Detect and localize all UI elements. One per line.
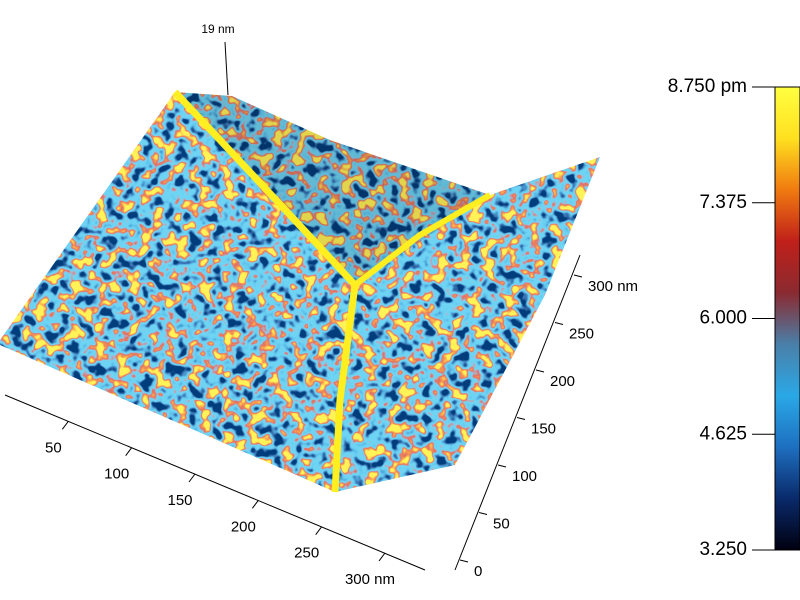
y-tick-label: 0 bbox=[474, 563, 482, 580]
colorbar bbox=[774, 86, 800, 551]
back-face-shade bbox=[175, 92, 490, 285]
y-tick bbox=[497, 464, 507, 468]
colorbar-tick-label: 6.000 bbox=[699, 308, 747, 329]
colorbar-tick-label: 3.250 bbox=[699, 539, 747, 560]
x-tick-label: 300 nm bbox=[345, 571, 395, 588]
x-tick bbox=[125, 447, 133, 456]
y-tick bbox=[516, 417, 526, 420]
x-tick-label: 200 bbox=[231, 518, 256, 535]
y-tick-label: 150 bbox=[531, 420, 556, 437]
x-tick-label: 100 bbox=[104, 466, 129, 483]
x-tick-label: 150 bbox=[167, 492, 192, 509]
y-tick bbox=[459, 559, 469, 563]
x-tick bbox=[315, 526, 323, 535]
x-tick bbox=[378, 552, 386, 562]
x-axis bbox=[4, 394, 426, 571]
x-tick bbox=[188, 473, 196, 483]
y-tick bbox=[535, 369, 545, 373]
colorbar-tick-label: 8.750 pm bbox=[668, 76, 747, 97]
surface bbox=[0, 92, 600, 492]
x-tick-label: 250 bbox=[294, 545, 319, 562]
y-tick-label: 100 bbox=[512, 468, 537, 485]
y-tick-label: 200 bbox=[550, 373, 575, 390]
y-tick bbox=[478, 512, 488, 515]
x-tick bbox=[61, 421, 69, 430]
z-tick bbox=[224, 41, 229, 96]
y-axis bbox=[454, 254, 581, 571]
y-tick-label: 250 bbox=[569, 325, 594, 342]
y-tick bbox=[554, 322, 564, 325]
y-tick bbox=[573, 274, 583, 278]
z-tick-label: 19 nm bbox=[201, 22, 234, 36]
x-tick-label: 50 bbox=[45, 439, 62, 456]
ridge bbox=[172, 89, 359, 493]
y-tick-label: 300 nm bbox=[588, 278, 638, 295]
ridge bbox=[353, 192, 492, 288]
y-tick-label: 50 bbox=[493, 515, 510, 532]
colorbar-tick-label: 4.625 bbox=[699, 423, 747, 444]
x-tick bbox=[251, 500, 259, 509]
colorbar-tick-label: 7.375 bbox=[699, 192, 747, 213]
